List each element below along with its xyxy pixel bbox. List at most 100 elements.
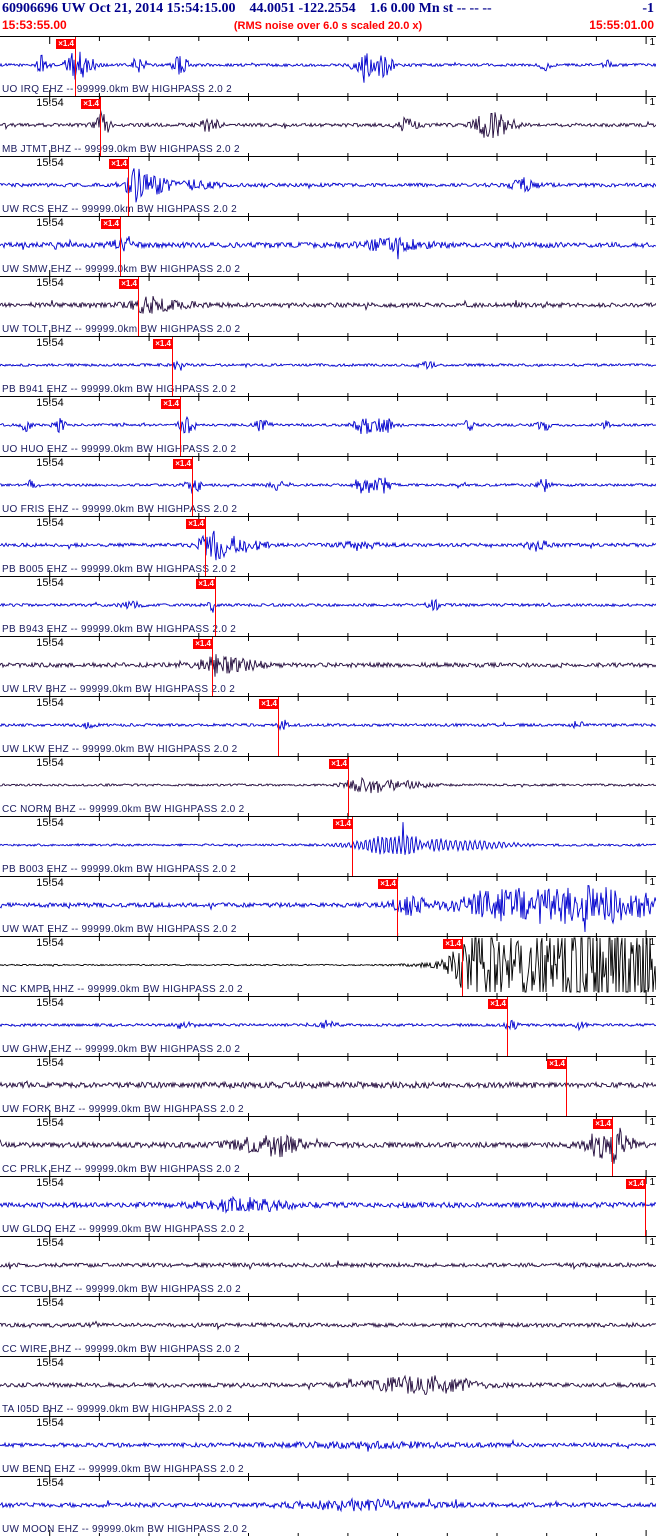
minute-label: 15:54	[36, 1237, 64, 1249]
waveform-trace	[0, 110, 656, 139]
trace-row-cc-norm-bhz: 15:54 1 CC NORM BHZ -- 99999.0km BW HIGHPA…	[0, 756, 656, 816]
pick-scale-flag[interactable]: ×1.4	[593, 1119, 613, 1129]
pick-scale-flag[interactable]: ×1.4	[173, 459, 193, 469]
minute-label: 15:54	[36, 577, 64, 589]
minute-label: 15:54	[36, 217, 64, 229]
pick-scale-flag[interactable]: ×1.4	[378, 879, 398, 889]
waveform-plot[interactable]	[0, 1237, 656, 1296]
pick-scale-flag[interactable]: ×1.4	[333, 819, 353, 829]
pick-scale-flag[interactable]: ×1.4	[56, 39, 76, 49]
station-channel-label: CC WIRE BHZ -- 99999.0km BW HIGHPASS 2.0…	[2, 1344, 241, 1355]
amplitude-scale-label: 1	[649, 157, 655, 168]
waveform-plot[interactable]	[0, 877, 656, 936]
station-channel-label: UW LKW EHZ -- 99999.0km BW HIGHPASS 2.0 …	[2, 744, 238, 755]
waveform-plot[interactable]	[0, 1417, 656, 1476]
pick-marker[interactable]: ×1.4	[626, 1177, 646, 1236]
waveform-plot[interactable]	[0, 997, 656, 1056]
trace-row-uw-gldo-ehz: 15:54 1 UW GLDO EHZ -- 99999.0km BW HIGHPA…	[0, 1176, 656, 1236]
trace-row-uw-rcs-ehz: 15:54 1 UW RCS EHZ -- 99999.0km BW HIGHPAS…	[0, 156, 656, 216]
pick-marker[interactable]: ×1.4	[488, 997, 508, 1056]
trace-row-nc-kmpb-hhz: 15:54 1 NC KMPB HHZ -- 99999.0km BW HIGHPA…	[0, 936, 656, 996]
amplitude-scale-label: 1	[649, 1357, 655, 1368]
pick-scale-flag[interactable]: ×1.4	[101, 219, 121, 229]
pick-scale-flag[interactable]: ×1.4	[329, 759, 349, 769]
amplitude-scale-label: 1	[649, 277, 655, 288]
pick-marker[interactable]: ×1.4	[186, 517, 206, 576]
waveform-trace	[0, 1127, 656, 1164]
waveform-plot[interactable]	[0, 97, 656, 156]
pick-marker[interactable]: ×1.4	[547, 1057, 567, 1116]
pick-marker[interactable]: ×1.4	[173, 457, 193, 516]
waveform-trace	[0, 51, 656, 83]
pick-marker[interactable]: ×1.4	[259, 697, 279, 756]
waveform-plot[interactable]	[0, 637, 656, 696]
pick-scale-flag[interactable]: ×1.4	[443, 939, 463, 949]
waveform-plot[interactable]	[0, 817, 656, 876]
pick-scale-flag[interactable]: ×1.4	[488, 999, 508, 1009]
amplitude-scale-label: 1	[649, 1477, 655, 1488]
amplitude-scale-label: 1	[649, 937, 655, 948]
pick-marker[interactable]: ×1.4	[161, 397, 181, 456]
amplitude-scale-label: 1	[649, 1057, 655, 1068]
pick-marker[interactable]: ×1.4	[153, 337, 173, 396]
waveform-plot[interactable]	[0, 457, 656, 516]
amplitude-scale-label: 1	[649, 457, 655, 468]
pick-scale-flag[interactable]: ×1.4	[81, 99, 101, 109]
pick-marker[interactable]: ×1.4	[443, 937, 463, 996]
minute-label: 15:54	[36, 937, 64, 949]
pick-scale-flag[interactable]: ×1.4	[153, 339, 173, 349]
pick-scale-flag[interactable]: ×1.4	[626, 1179, 646, 1189]
waveform-plot[interactable]	[0, 1357, 656, 1416]
pick-scale-flag[interactable]: ×1.4	[196, 579, 216, 589]
pick-marker[interactable]: ×1.4	[56, 37, 76, 96]
waveform-plot[interactable]	[0, 697, 656, 756]
pick-marker[interactable]: ×1.4	[378, 877, 398, 936]
waveform-trace	[0, 360, 656, 371]
waveform-plot[interactable]	[0, 337, 656, 396]
amplitude-scale-label: 1	[649, 1417, 655, 1428]
minute-label: 15:54	[36, 817, 64, 829]
pick-scale-flag[interactable]: ×1.4	[186, 519, 206, 529]
waveform-plot[interactable]	[0, 1477, 656, 1536]
waveform-plot[interactable]	[0, 1057, 656, 1116]
station-channel-label: CC PRLK EHZ -- 99999.0km BW HIGHPASS 2.0…	[2, 1164, 241, 1175]
pick-scale-flag[interactable]: ×1.4	[109, 159, 129, 169]
waveform-plot[interactable]	[0, 277, 656, 336]
waveform-trace	[0, 598, 656, 613]
amplitude-scale-label: 1	[649, 1177, 655, 1188]
waveform-plot[interactable]	[0, 757, 656, 816]
pick-marker[interactable]: ×1.4	[81, 97, 101, 156]
pick-marker[interactable]: ×1.4	[329, 757, 349, 816]
pick-marker[interactable]: ×1.4	[193, 637, 213, 696]
minute-label: 15:54	[36, 877, 64, 889]
pick-marker[interactable]: ×1.4	[101, 217, 121, 276]
pick-marker[interactable]: ×1.4	[119, 277, 139, 336]
event-flag: -1	[642, 1, 654, 16]
waveform-plot[interactable]	[0, 1177, 656, 1236]
station-channel-label: PB B005 EHZ -- 99999.0km BW HIGHPASS 2.0…	[2, 564, 237, 575]
pick-scale-flag[interactable]: ×1.4	[259, 699, 279, 709]
station-channel-label: PB B941 EHZ -- 99999.0km BW HIGHPASS 2.0…	[2, 384, 237, 395]
trace-row-uo-huo-ehz: 15:54 1 UO HUO EHZ -- 99999.0km BW HIGHPAS…	[0, 396, 656, 456]
waveform-plot[interactable]	[0, 517, 656, 576]
time-window-header: 15:53:55.00 (RMS noise over 6.0 s scaled…	[0, 18, 656, 36]
waveform-plot[interactable]	[0, 1297, 656, 1356]
pick-scale-flag[interactable]: ×1.4	[119, 279, 139, 289]
trace-list: 1 UO IRQ EHZ -- 99999.0km BW HIGHPASS 2.0…	[0, 36, 656, 1536]
waveform-plot[interactable]	[0, 577, 656, 636]
waveform-plot[interactable]	[0, 397, 656, 456]
pick-marker[interactable]: ×1.4	[593, 1117, 613, 1176]
minute-label: 15:54	[36, 1117, 64, 1129]
pick-marker[interactable]: ×1.4	[333, 817, 353, 876]
waveform-plot[interactable]	[0, 37, 656, 96]
pick-marker[interactable]: ×1.4	[196, 577, 216, 636]
pick-scale-flag[interactable]: ×1.4	[547, 1059, 567, 1069]
station-channel-label: UW WAT EHZ -- 99999.0km BW HIGHPASS 2.0 …	[2, 924, 237, 935]
waveform-plot[interactable]	[0, 157, 656, 216]
waveform-plot[interactable]	[0, 937, 656, 996]
waveform-plot[interactable]	[0, 217, 656, 276]
amplitude-scale-label: 1	[649, 1297, 655, 1308]
pick-scale-flag[interactable]: ×1.4	[193, 639, 213, 649]
pick-marker[interactable]: ×1.4	[109, 157, 129, 216]
pick-scale-flag[interactable]: ×1.4	[161, 399, 181, 409]
